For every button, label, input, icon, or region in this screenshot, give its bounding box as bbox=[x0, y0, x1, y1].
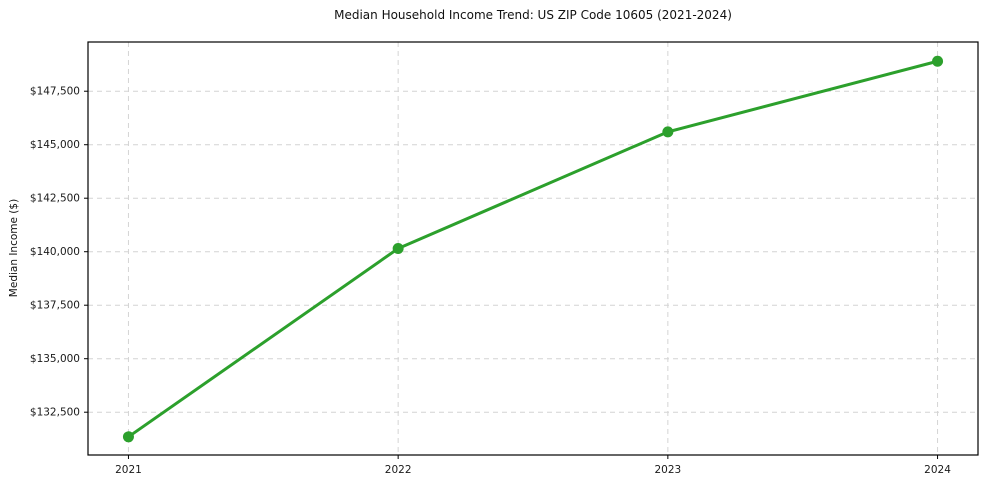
y-tick-label: $145,000 bbox=[30, 139, 80, 151]
y-tick-label: $142,500 bbox=[30, 193, 80, 205]
data-line bbox=[126, 59, 940, 439]
y-axis-label: Median Income ($) bbox=[8, 198, 20, 298]
chart-title: Median Household Income Trend: US ZIP Co… bbox=[334, 8, 732, 22]
y-tick-label: $135,000 bbox=[30, 353, 80, 365]
plot-spines bbox=[87, 41, 979, 456]
y-tick-label: $132,500 bbox=[30, 407, 80, 419]
x-tick-label: 2023 bbox=[654, 464, 681, 476]
data-point bbox=[932, 55, 944, 67]
y-tick-label: $140,000 bbox=[30, 246, 80, 258]
data-point bbox=[662, 126, 674, 138]
data-point bbox=[122, 431, 134, 443]
x-tick-label: 2024 bbox=[924, 464, 951, 476]
x-tick-label: 2021 bbox=[115, 464, 142, 476]
y-tick-label: $147,500 bbox=[30, 86, 80, 98]
y-tick-label: $137,500 bbox=[30, 300, 80, 312]
data-point bbox=[392, 243, 404, 254]
x-tick-label: 2022 bbox=[385, 464, 412, 476]
